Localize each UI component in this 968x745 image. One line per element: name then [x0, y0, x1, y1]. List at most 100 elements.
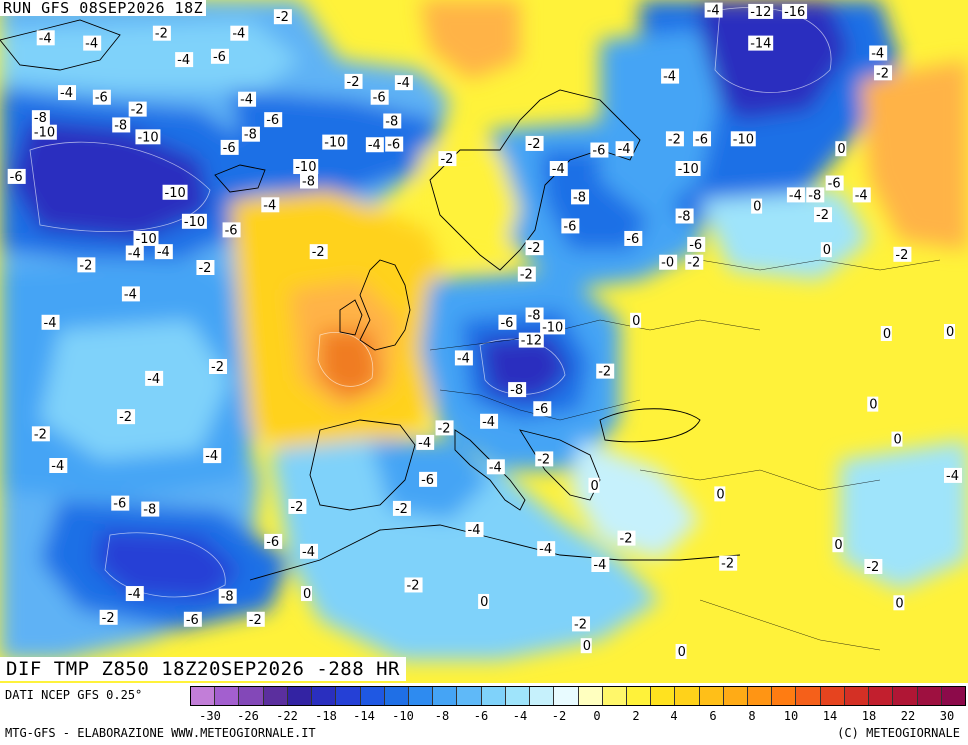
isotherm-line [479, 338, 566, 395]
value-label: -10 [133, 230, 159, 247]
value-label-box [675, 644, 687, 659]
value-label-box [867, 396, 879, 412]
value-label: -4 [661, 68, 680, 85]
data-source-label: DATI NCEP GFS 0.25° [5, 688, 143, 702]
value-label-text: -4 [263, 198, 276, 213]
value-label-text: -4 [539, 542, 552, 557]
cool-region-north [0, 20, 300, 90]
scale-swatch [215, 687, 240, 705]
value-label-text: -2 [895, 248, 908, 263]
scale-swatch [772, 687, 797, 705]
value-label: -2 [288, 498, 307, 515]
value-label-text: -2 [211, 360, 224, 375]
value-label-text: -10 [678, 162, 699, 177]
value-label-text: -2 [440, 152, 453, 167]
value-label-box [517, 266, 536, 282]
value-label-box [730, 131, 756, 147]
warm-region-scandinavia [420, 150, 520, 260]
value-label-text: -2 [537, 452, 550, 467]
scale-tick-label: -2 [551, 709, 567, 723]
value-label-box [498, 314, 517, 330]
value-label-box [561, 218, 580, 234]
value-label-box [162, 184, 188, 200]
value-label: -8 [300, 173, 319, 190]
value-label: -8 [675, 208, 694, 225]
value-label-text: -6 [387, 138, 400, 153]
value-label-text: -2 [119, 410, 132, 425]
scale-tick-label: 14 [822, 709, 838, 723]
value-label-text: -8 [528, 309, 541, 324]
value-label-text: -0 [661, 256, 674, 271]
scale-tick-label: -14 [353, 709, 375, 723]
value-label-box [31, 426, 50, 442]
value-label-text: -10 [184, 215, 205, 230]
value-label-box [264, 533, 283, 549]
scale-swatch [336, 687, 361, 705]
value-label: -2 [572, 616, 591, 632]
value-label-box [591, 557, 610, 572]
temperature-anomaly-map: -2 -4 -12 -16 -4 -4 -2 -4 -14 -4 -6 -4 -2 -4 -2 -4 -4 -6-… [0, 0, 968, 683]
value-label-box [537, 541, 556, 557]
value-label-text: -4 [147, 372, 160, 387]
value-label-text: -8 [573, 190, 586, 205]
value-label: 0 [675, 644, 687, 660]
value-label: -4 [486, 459, 505, 475]
scale-tick-label: 10 [783, 709, 799, 723]
value-label: 0 [751, 198, 763, 215]
value-label-box [665, 131, 684, 147]
value-label: -2 [893, 246, 912, 263]
value-label-text: -10 [733, 132, 754, 147]
value-label-text: 0 [590, 479, 598, 494]
value-label-box [714, 486, 726, 502]
value-label-text: -6 [535, 402, 548, 417]
value-label-box [814, 207, 833, 223]
value-label: 0 [478, 593, 490, 610]
value-label-box [209, 359, 228, 374]
value-label-box [675, 208, 694, 224]
scale-swatch [699, 687, 724, 705]
value-label-box [874, 65, 893, 81]
scale-swatch [651, 687, 676, 705]
value-label-text: -6 [626, 232, 639, 247]
scale-swatch [675, 687, 700, 705]
value-label: 0 [580, 638, 592, 654]
value-label-box [220, 139, 239, 155]
value-label: -8 [141, 501, 160, 518]
value-label: -6 [624, 230, 643, 247]
value-label-box [238, 91, 257, 107]
value-label-text: -6 [225, 223, 238, 238]
value-label-text: 0 [823, 243, 831, 258]
value-label-text: -4 [397, 76, 410, 91]
value-label-box [141, 501, 160, 517]
value-label-text: -8 [221, 590, 234, 605]
value-label-text: 0 [895, 596, 903, 611]
value-label: 0 [944, 324, 955, 340]
value-label-box [392, 500, 411, 516]
value-label-text: -2 [816, 208, 829, 223]
value-label-text: -4 [618, 142, 631, 157]
value-label-box [786, 187, 805, 203]
scale-tick-label: 30 [939, 709, 955, 723]
value-label-box [832, 537, 844, 553]
value-label-text: -2 [528, 241, 541, 256]
value-label-text: -8 [114, 118, 127, 133]
cold-region-russia-core [700, 0, 850, 120]
value-label-box [661, 68, 680, 84]
value-label-text: 0 [883, 327, 891, 342]
value-label-box [128, 101, 147, 117]
value-label: -2 [685, 254, 704, 271]
value-label: -2 [814, 207, 833, 223]
value-label-text: -6 [186, 613, 199, 628]
coastline-iceland [214, 164, 266, 193]
value-label: -6 [7, 168, 26, 185]
value-label-text: -6 [500, 316, 513, 331]
value-label-text: -2 [276, 10, 289, 25]
value-label: 0 [820, 242, 832, 258]
scale-swatch [893, 687, 918, 705]
value-label-text: -8 [244, 128, 257, 143]
value-label: -4 [591, 557, 610, 573]
value-label-text: -4 [60, 86, 73, 101]
value-label-box [944, 324, 955, 340]
credit-right: (C) METEOGIORNALE [837, 726, 960, 740]
value-label: -4 [852, 187, 871, 203]
